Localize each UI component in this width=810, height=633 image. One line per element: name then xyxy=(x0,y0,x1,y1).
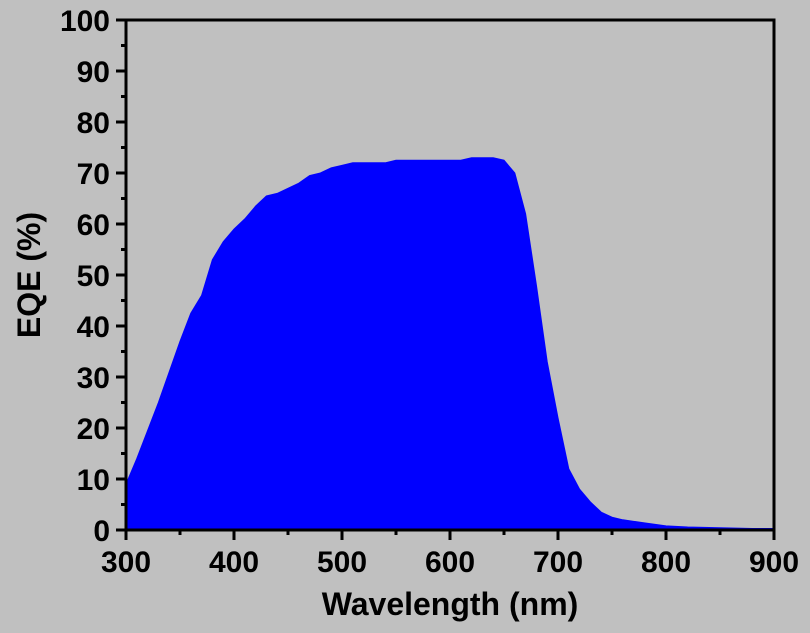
y-tick-label: 100 xyxy=(60,5,110,38)
x-tick-label: 600 xyxy=(425,546,475,579)
y-axis-title: EQE (%) xyxy=(11,212,47,338)
plot-area xyxy=(125,157,775,531)
plot-frame xyxy=(124,18,776,532)
y-tick-label: 60 xyxy=(77,209,110,242)
x-tick-label: 900 xyxy=(749,546,799,579)
eqe-area-series-0 xyxy=(125,157,775,531)
x-tick-label: 300 xyxy=(101,546,151,579)
x-tick-label: 500 xyxy=(317,546,367,579)
y-tick-label: 80 xyxy=(77,107,110,140)
y-tick-label: 0 xyxy=(93,515,110,548)
x-tick-label: 400 xyxy=(209,546,259,579)
y-tick-label: 10 xyxy=(77,464,110,497)
y-tick-label: 40 xyxy=(77,311,110,344)
x-tick-label: 700 xyxy=(533,546,583,579)
y-tick-label: 90 xyxy=(77,56,110,89)
y-tick-label: 20 xyxy=(77,413,110,446)
y-tick-label: 50 xyxy=(77,260,110,293)
y-tick-label: 30 xyxy=(77,362,110,395)
x-tick-label: 800 xyxy=(641,546,691,579)
y-tick-label: 70 xyxy=(77,158,110,191)
tick-labels: 300 400 500 600 700 800 900 0 10 20 30 40 50 60 70 80 90… xyxy=(60,5,799,579)
x-axis-title: Wavelength (nm) xyxy=(322,586,579,622)
